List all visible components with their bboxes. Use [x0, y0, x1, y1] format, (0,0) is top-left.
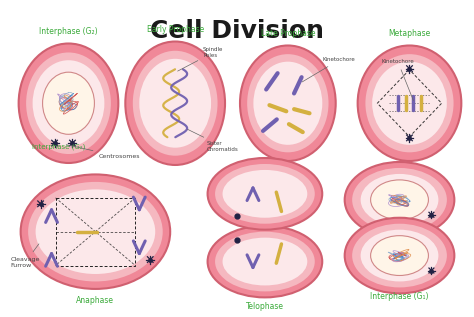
Text: Interphase (G₂): Interphase (G₂) — [39, 27, 98, 36]
Ellipse shape — [215, 164, 315, 224]
Ellipse shape — [36, 189, 155, 274]
Ellipse shape — [208, 158, 322, 230]
Text: Late Prophase: Late Prophase — [261, 29, 315, 37]
Text: Centrosomes: Centrosomes — [66, 145, 140, 159]
Ellipse shape — [18, 43, 118, 163]
Text: Interphase (G₂): Interphase (G₂) — [32, 143, 85, 150]
Text: Interphase (G₁): Interphase (G₁) — [370, 292, 429, 301]
Ellipse shape — [365, 54, 454, 152]
Text: Early Prophase: Early Prophase — [146, 24, 204, 34]
Text: Kinetochore: Kinetochore — [382, 59, 414, 101]
Text: Cleavage
Furrow: Cleavage Furrow — [11, 244, 40, 268]
Text: Kinetochore: Kinetochore — [302, 57, 356, 82]
Ellipse shape — [361, 230, 438, 281]
Ellipse shape — [26, 53, 111, 154]
Ellipse shape — [352, 224, 447, 288]
Ellipse shape — [361, 174, 438, 226]
Ellipse shape — [345, 218, 455, 294]
Text: Sister
Chromatids: Sister Chromatids — [188, 129, 239, 152]
Ellipse shape — [133, 51, 218, 156]
Ellipse shape — [28, 182, 163, 281]
Ellipse shape — [222, 238, 307, 285]
Ellipse shape — [371, 180, 428, 220]
Text: Metaphase: Metaphase — [388, 29, 430, 37]
Ellipse shape — [345, 162, 455, 238]
Ellipse shape — [33, 60, 104, 146]
Text: Cell Division: Cell Division — [150, 19, 324, 42]
Ellipse shape — [222, 170, 307, 218]
Ellipse shape — [372, 62, 447, 145]
Ellipse shape — [139, 59, 211, 148]
Ellipse shape — [208, 226, 322, 297]
Ellipse shape — [352, 168, 447, 232]
Ellipse shape — [215, 232, 315, 291]
Ellipse shape — [125, 42, 225, 165]
Ellipse shape — [247, 54, 328, 152]
Ellipse shape — [43, 72, 94, 134]
Ellipse shape — [21, 174, 170, 289]
Text: Anaphase: Anaphase — [76, 296, 114, 305]
Ellipse shape — [254, 62, 322, 145]
Ellipse shape — [240, 46, 336, 161]
Ellipse shape — [358, 46, 461, 161]
Text: Telophase: Telophase — [246, 302, 284, 311]
Ellipse shape — [371, 236, 428, 275]
Text: Spindle
Poles: Spindle Poles — [178, 47, 223, 71]
